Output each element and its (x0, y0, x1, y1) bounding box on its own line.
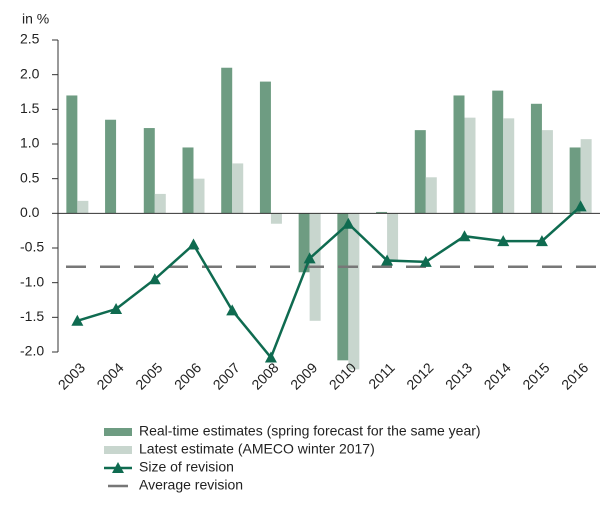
x-tick-label: 2013 (442, 359, 475, 392)
bar (580, 139, 592, 214)
bar (270, 213, 282, 224)
bar (221, 67, 233, 214)
y-tick-label: 2.0 (20, 65, 40, 81)
bar (569, 147, 581, 214)
x-tick-label: 2012 (403, 359, 436, 392)
revision-marker (419, 255, 432, 267)
y-tick-label: -1.0 (20, 273, 44, 289)
x-tick-label: 2016 (558, 359, 591, 392)
legend-swatch (104, 446, 132, 454)
y-tick-label: -1.5 (20, 308, 44, 324)
bar (425, 177, 437, 214)
bar (530, 103, 542, 214)
bar (259, 81, 271, 214)
revision-marker (71, 314, 84, 326)
bar (464, 117, 476, 214)
bar (182, 147, 194, 214)
legend-swatch (112, 462, 124, 473)
bar (66, 95, 78, 214)
legend-label: Size of revision (139, 459, 234, 475)
bar (232, 163, 244, 214)
bar (105, 119, 117, 214)
revision-marker (458, 230, 471, 242)
bar (387, 213, 399, 262)
legend-label: Latest estimate (AMECO winter 2017) (139, 441, 375, 457)
x-tick-label: 2009 (287, 359, 320, 392)
revision-marker (187, 238, 200, 250)
bar (193, 178, 205, 214)
y-tick-label: 0.0 (20, 204, 40, 220)
bar (143, 128, 155, 214)
y-tick-label: 1.5 (20, 100, 40, 116)
legend-label: Real-time estimates (spring forecast for… (139, 423, 481, 439)
x-tick-label: 2014 (481, 359, 514, 392)
bar (492, 90, 504, 214)
bar (154, 193, 166, 214)
legend-swatch (104, 428, 132, 436)
bar (376, 211, 388, 214)
bar (453, 95, 465, 214)
y-tick-label: 2.5 (20, 31, 40, 47)
revision-marker (303, 252, 316, 264)
y-axis-label: in % (22, 11, 49, 27)
y-tick-label: -0.5 (20, 239, 44, 255)
x-tick-label: 2015 (519, 359, 552, 392)
bar (348, 213, 360, 370)
x-tick-label: 2007 (210, 359, 243, 392)
bar (503, 118, 515, 214)
revision-line (76, 205, 582, 360)
bar (77, 200, 89, 214)
revision-marker (226, 304, 239, 316)
bar (298, 213, 310, 273)
x-tick-label: 2005 (132, 359, 165, 392)
x-tick-label: 2004 (93, 359, 126, 392)
x-tick-label: 2003 (55, 359, 88, 392)
revision-marker (110, 303, 123, 315)
revision-marker (264, 351, 277, 363)
y-tick-label: 1.0 (20, 135, 40, 151)
x-tick-label: 2008 (248, 359, 281, 392)
x-tick-label: 2006 (171, 359, 204, 392)
revision-marker (535, 235, 548, 247)
x-tick-label: 2011 (365, 359, 398, 392)
revision-marker (342, 217, 355, 229)
bar (541, 130, 553, 214)
revision-marker (497, 235, 510, 247)
legend-label: Average revision (139, 477, 243, 493)
revision-marker (574, 200, 587, 212)
revision-marker (381, 254, 394, 266)
y-tick-label: -2.0 (20, 343, 44, 359)
bar (337, 213, 349, 361)
revision-marker (148, 273, 161, 285)
y-tick-label: 0.5 (20, 169, 40, 185)
bar (414, 130, 426, 214)
